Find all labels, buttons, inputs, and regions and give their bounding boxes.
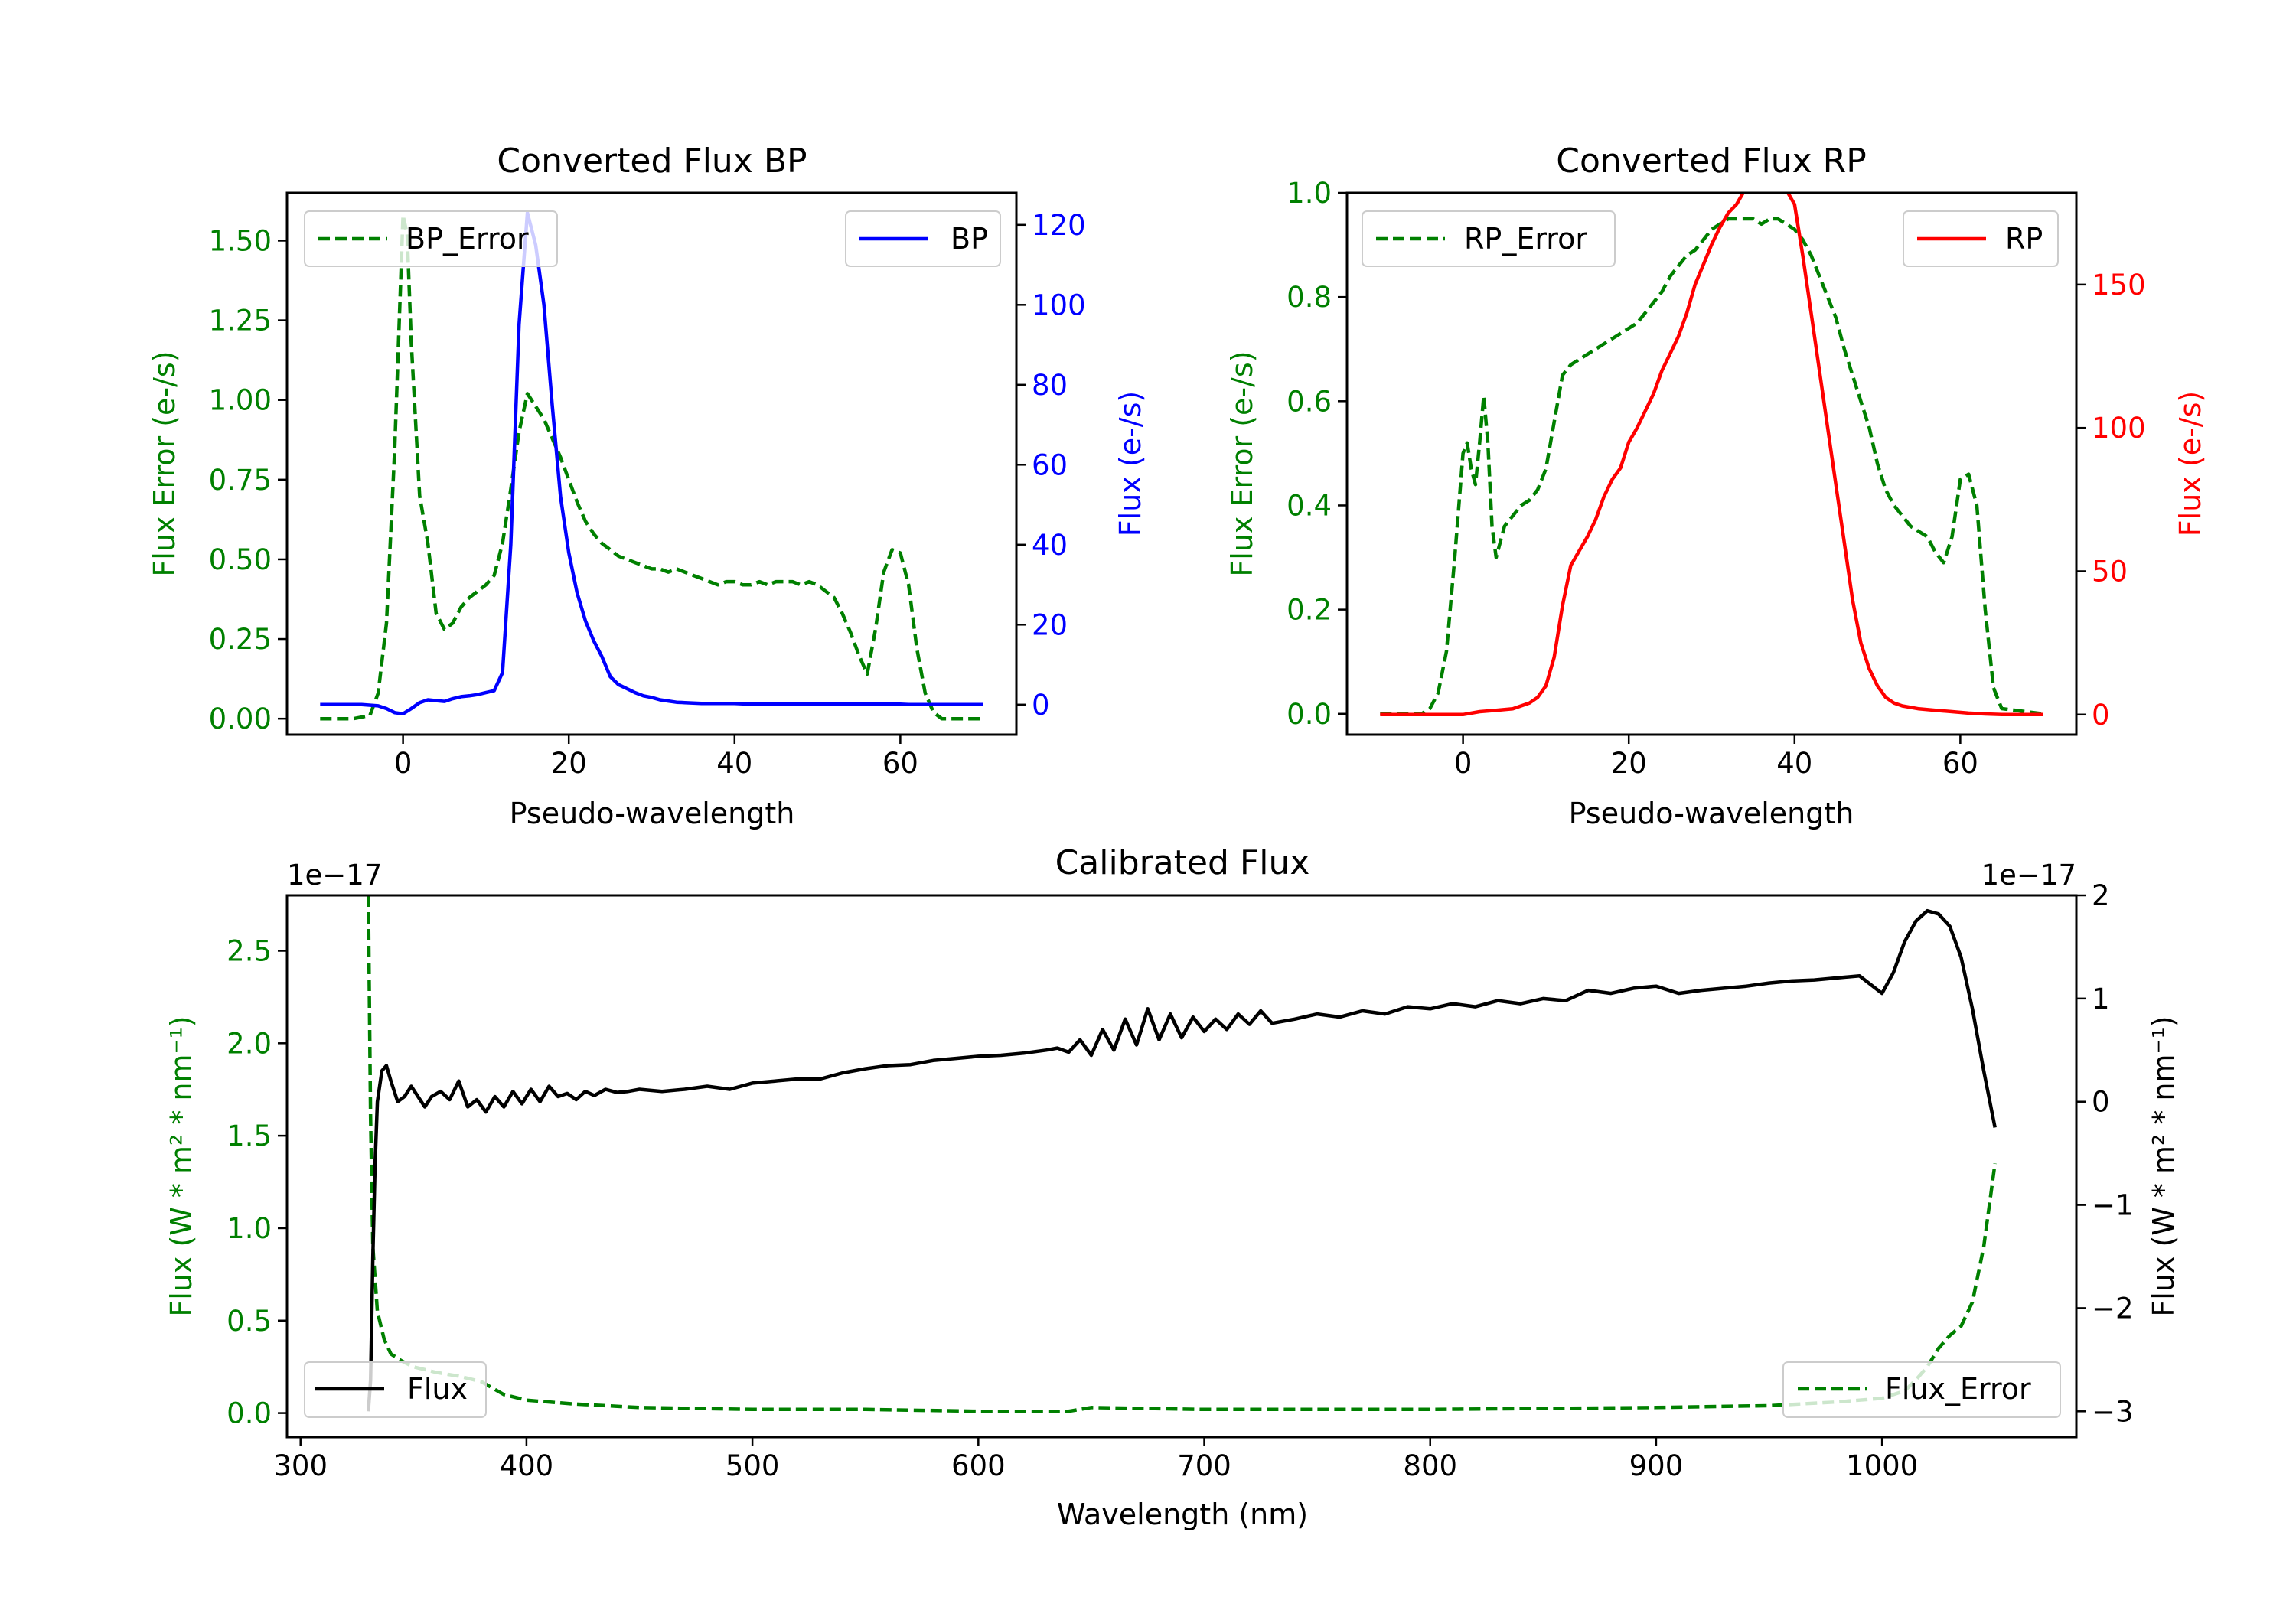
legend-label-flux-error: Flux_Error — [1885, 1372, 2031, 1406]
x-tick-label: 1000 — [1846, 1449, 1918, 1482]
right-y-tick-label: −1 — [2092, 1189, 2134, 1222]
left-y-tick-label: 1.50 — [209, 224, 272, 257]
panel-converted-flux-bp: Converted Flux BP 0 20 40 60 0.00 0.25 0.50 0.7… — [148, 142, 1147, 830]
x-tick-label: 20 — [551, 747, 587, 780]
series-line-bp-error — [320, 213, 983, 721]
left-y-tick-label: 1.5 — [227, 1120, 272, 1152]
left-y-tick-label: 0.75 — [209, 464, 272, 497]
left-y-tick-label: 0.4 — [1287, 489, 1332, 522]
right-y-tick-label: 80 — [1032, 369, 1068, 402]
x-tick-label: 900 — [1629, 1449, 1684, 1482]
legend-left: Flux — [304, 1361, 487, 1418]
left-y-axis-label: Flux Error (e-/s) — [1225, 350, 1259, 576]
legend-right: Flux_Error — [1782, 1361, 2061, 1418]
x-tick-label: 60 — [882, 747, 918, 780]
chart-title: Converted Flux BP — [497, 142, 807, 181]
right-y-tick-label: 0 — [1032, 689, 1050, 722]
legend-label-rp-error: RP_Error — [1464, 222, 1587, 256]
panel-calibrated-flux: Calibrated Flux 300 400 500 600 700 800 900 100… — [165, 843, 2180, 1531]
right-y-tick-label: 150 — [2092, 269, 2146, 302]
right-y-axis-label: Flux (e-/s) — [1114, 391, 1147, 536]
left-y-tick-label: 0.0 — [1287, 698, 1332, 731]
left-y-tick-label: 0.25 — [209, 623, 272, 656]
right-y-tick-label: 1 — [2092, 983, 2110, 1015]
legend-right: BP — [845, 210, 1001, 267]
legend-label-flux: Flux — [407, 1372, 468, 1406]
left-y-axis-label: Flux Error (e-/s) — [148, 350, 181, 576]
legend-label-rp: RP — [2005, 222, 2043, 256]
right-y-tick-label: 20 — [1032, 608, 1068, 641]
plot-frame — [285, 894, 2078, 1439]
right-y-tick-label: 60 — [1032, 448, 1068, 481]
plot-frame — [285, 191, 1018, 736]
legend-label-bp: BP — [951, 222, 988, 256]
x-tick-label: 60 — [1942, 747, 1978, 780]
x-tick-label: 0 — [394, 747, 413, 780]
right-y-tick-label: 100 — [2092, 412, 2146, 445]
left-y-tick-label: 1.0 — [227, 1212, 272, 1245]
left-y-tick-label: 0.50 — [209, 543, 272, 576]
left-y-tick-label: 1.00 — [209, 384, 272, 417]
x-tick-label: 500 — [726, 1449, 780, 1482]
chart-title: Calibrated Flux — [1055, 843, 1310, 882]
right-offset-text: 1e−17 — [1981, 859, 2076, 892]
panel-converted-flux-rp: Converted Flux RP 0 20 40 60 0.0 0.2 0.4 0.6 0.8… — [1225, 142, 2207, 830]
x-tick-label: 600 — [951, 1449, 1006, 1482]
x-tick-label: 400 — [500, 1449, 554, 1482]
right-y-tick-label: −2 — [2092, 1292, 2134, 1325]
series-line-bp — [320, 210, 983, 716]
right-y-tick-label: 0 — [2092, 699, 2110, 732]
x-tick-label: 40 — [1776, 747, 1812, 780]
legend-left: BP_Error — [304, 210, 558, 267]
right-y-tick-label: 2 — [2092, 879, 2110, 912]
right-y-tick-label: 50 — [2092, 555, 2128, 588]
left-y-axis-label: Flux (W * m² * nm⁻¹) — [165, 1015, 198, 1316]
left-y-tick-label: 0.0 — [227, 1397, 272, 1430]
x-axis-label: Pseudo-wavelength — [1569, 797, 1854, 830]
x-axis-label: Pseudo-wavelength — [510, 797, 795, 830]
left-y-tick-label: 1.25 — [209, 305, 272, 337]
left-y-tick-label: 0.5 — [227, 1305, 272, 1338]
right-y-tick-label: 40 — [1032, 529, 1068, 562]
series-line-flux — [367, 908, 1997, 1412]
left-y-tick-label: 2.5 — [227, 934, 272, 967]
x-tick-label: 800 — [1403, 1449, 1457, 1482]
series-line-rp — [1380, 193, 2043, 717]
chart-title: Converted Flux RP — [1556, 142, 1867, 181]
x-tick-label: 700 — [1177, 1449, 1231, 1482]
right-y-tick-label: 120 — [1032, 209, 1086, 242]
right-y-tick-label: 0 — [2092, 1086, 2110, 1119]
x-axis-label: Wavelength (nm) — [1057, 1498, 1308, 1531]
right-y-tick-label: −3 — [2092, 1395, 2134, 1428]
plot-frame — [1345, 191, 2078, 736]
series-line-rp-error — [1380, 217, 2043, 716]
x-tick-label: 0 — [1454, 747, 1473, 780]
left-y-tick-label: 0.6 — [1287, 385, 1332, 418]
left-y-tick-label: 1.0 — [1287, 177, 1332, 210]
legend-left: RP_Error — [1362, 210, 1616, 267]
right-y-axis-label: Flux (e-/s) — [2174, 391, 2207, 536]
series-line-flux-error — [367, 895, 1997, 1413]
left-y-tick-label: 0.00 — [209, 702, 272, 735]
right-y-tick-label: 100 — [1032, 288, 1086, 321]
x-tick-label: 300 — [273, 1449, 328, 1482]
x-tick-label: 40 — [716, 747, 752, 780]
legend-right: RP — [1903, 210, 2059, 267]
x-tick-label: 20 — [1611, 747, 1647, 780]
left-y-tick-label: 0.2 — [1287, 594, 1332, 627]
legend-label-bp-error: BP_Error — [406, 222, 529, 256]
left-y-tick-label: 2.0 — [227, 1027, 272, 1060]
left-offset-text: 1e−17 — [287, 859, 382, 892]
left-y-tick-label: 0.8 — [1287, 281, 1332, 314]
right-y-axis-label: Flux (W * m² * nm⁻¹) — [2147, 1015, 2180, 1316]
